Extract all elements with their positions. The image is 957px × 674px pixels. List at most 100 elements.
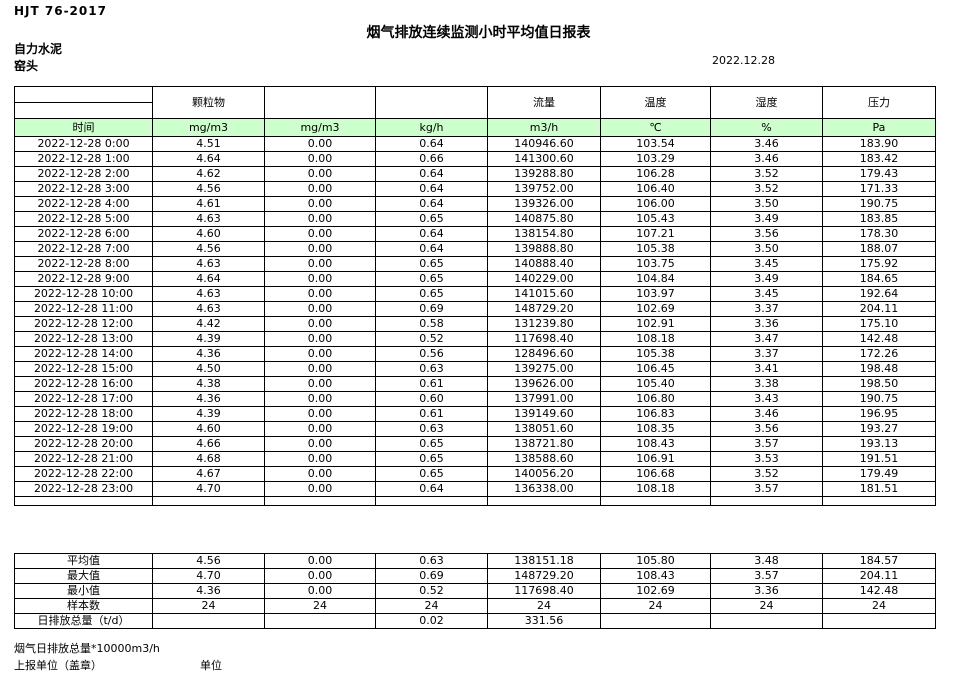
value-cell: 0.00 — [264, 181, 376, 197]
summary-table: 平均值 4.56 0.00 0.63 138151.18 105.80 3.48 184.57… — [14, 553, 936, 629]
value-cell: 3.46 — [710, 136, 823, 152]
value-cell: 0.00 — [264, 301, 376, 317]
value-cell: 4.50 — [152, 361, 265, 377]
unit-percent: % — [710, 118, 823, 137]
summary-row: 最大值 4.70 0.00 0.69 148729.20 108.43 3.57 204.11 — [14, 568, 936, 584]
value-cell: 183.85 — [822, 211, 936, 227]
value-cell: 106.45 — [600, 361, 711, 377]
value-cell: 3.53 — [710, 451, 823, 467]
value-cell: 108.43 — [600, 568, 711, 584]
value-cell: 138151.18 — [487, 553, 601, 569]
unit-mg-m3-2: mg/m3 — [264, 118, 376, 137]
value-cell: 175.10 — [822, 316, 936, 332]
table-row: 2022-12-28 9:00 4.64 0.00 0.65 140229.00 104.… — [14, 271, 936, 287]
table-row: 2022-12-28 7:00 4.56 0.00 0.64 139888.80 105.… — [14, 241, 936, 257]
time-cell: 2022-12-28 1:00 — [14, 151, 153, 167]
summary-label-cell: 日排放总量（t/d） — [14, 613, 153, 629]
value-cell: 3.37 — [710, 301, 823, 317]
blank-cell — [264, 496, 376, 506]
unit-kg-h: kg/h — [375, 118, 488, 137]
value-cell: 0.65 — [375, 436, 488, 452]
value-cell: 3.50 — [710, 241, 823, 257]
value-cell: 108.18 — [600, 481, 711, 497]
table-row: 2022-12-28 18:00 4.39 0.00 0.61 139149.60 106… — [14, 406, 936, 422]
value-cell: 0.61 — [375, 406, 488, 422]
header-blank-2 — [375, 86, 488, 119]
value-cell: 148729.20 — [487, 301, 601, 317]
table-row: 2022-12-28 3:00 4.56 0.00 0.64 139752.00 106.… — [14, 181, 936, 197]
value-cell: 103.29 — [600, 151, 711, 167]
value-cell: 0.00 — [264, 568, 376, 584]
value-cell: 3.48 — [710, 553, 823, 569]
value-cell: 4.63 — [152, 211, 265, 227]
value-cell: 3.46 — [710, 151, 823, 167]
value-cell: 24 — [822, 598, 936, 614]
value-cell: 24 — [152, 598, 265, 614]
time-cell: 2022-12-28 21:00 — [14, 451, 153, 467]
value-cell: 3.52 — [710, 466, 823, 482]
value-cell: 0.63 — [375, 553, 488, 569]
value-cell: 3.57 — [710, 436, 823, 452]
table-row: 2022-12-28 0:00 4.51 0.00 0.64 140946.60 103.… — [14, 136, 936, 152]
value-cell: 106.68 — [600, 466, 711, 482]
value-cell — [264, 613, 376, 629]
table-row: 2022-12-28 10:00 4.63 0.00 0.65 141015.60 103… — [14, 286, 936, 302]
value-cell: 3.38 — [710, 376, 823, 392]
value-cell: 0.60 — [375, 391, 488, 407]
table-row: 2022-12-28 23:00 4.70 0.00 0.64 136338.00 108… — [14, 481, 936, 497]
time-cell: 2022-12-28 0:00 — [14, 136, 153, 152]
value-cell: 108.35 — [600, 421, 711, 437]
value-cell: 0.00 — [264, 256, 376, 272]
value-cell — [710, 613, 823, 629]
company-name: 自力水泥 — [14, 42, 63, 56]
time-cell: 2022-12-28 16:00 — [14, 376, 153, 392]
value-cell: 172.26 — [822, 346, 936, 362]
value-cell: 24 — [600, 598, 711, 614]
time-cell: 2022-12-28 18:00 — [14, 406, 153, 422]
time-cell: 2022-12-28 14:00 — [14, 346, 153, 362]
time-cell: 2022-12-28 11:00 — [14, 301, 153, 317]
time-cell: 2022-12-28 15:00 — [14, 361, 153, 377]
value-cell: 4.60 — [152, 226, 265, 242]
table-row: 2022-12-28 4:00 4.61 0.00 0.64 139326.00 106.… — [14, 196, 936, 212]
value-cell: 190.75 — [822, 196, 936, 212]
total-emission-note: 烟气日排放总量*10000m3/h — [14, 642, 160, 655]
blank-cell — [600, 496, 711, 506]
value-cell: 0.66 — [375, 151, 488, 167]
value-cell: 0.00 — [264, 553, 376, 569]
value-cell: 4.42 — [152, 316, 265, 332]
value-cell: 0.00 — [264, 451, 376, 467]
value-cell: 4.64 — [152, 151, 265, 167]
value-cell: 139149.60 — [487, 406, 601, 422]
value-cell: 3.41 — [710, 361, 823, 377]
value-cell: 0.00 — [264, 376, 376, 392]
value-cell: 0.00 — [264, 391, 376, 407]
value-cell: 4.39 — [152, 406, 265, 422]
time-cell: 2022-12-28 17:00 — [14, 391, 153, 407]
value-cell: 204.11 — [822, 568, 936, 584]
value-cell: 0.00 — [264, 226, 376, 242]
value-cell: 4.67 — [152, 466, 265, 482]
value-cell: 24 — [264, 598, 376, 614]
empty-header-cell-top — [14, 86, 153, 103]
value-cell: 0.00 — [264, 436, 376, 452]
value-cell: 4.64 — [152, 271, 265, 287]
value-cell: 190.75 — [822, 391, 936, 407]
value-cell: 117698.40 — [487, 331, 601, 347]
header-flow: 流量 — [487, 86, 601, 119]
value-cell: 138154.80 — [487, 226, 601, 242]
value-cell: 0.65 — [375, 451, 488, 467]
value-cell: 3.52 — [710, 181, 823, 197]
summary-row: 样本数 24 24 24 24 24 24 24 — [14, 598, 936, 614]
value-cell — [600, 613, 711, 629]
value-cell: 139752.00 — [487, 181, 601, 197]
value-cell: 3.43 — [710, 391, 823, 407]
table-row: 2022-12-28 5:00 4.63 0.00 0.65 140875.80 105.… — [14, 211, 936, 227]
value-cell: 105.38 — [600, 346, 711, 362]
value-cell: 0.61 — [375, 376, 488, 392]
value-cell: 3.45 — [710, 286, 823, 302]
value-cell: 0.00 — [264, 166, 376, 182]
value-cell: 139288.80 — [487, 166, 601, 182]
value-cell: 140056.20 — [487, 466, 601, 482]
value-cell — [152, 613, 265, 629]
